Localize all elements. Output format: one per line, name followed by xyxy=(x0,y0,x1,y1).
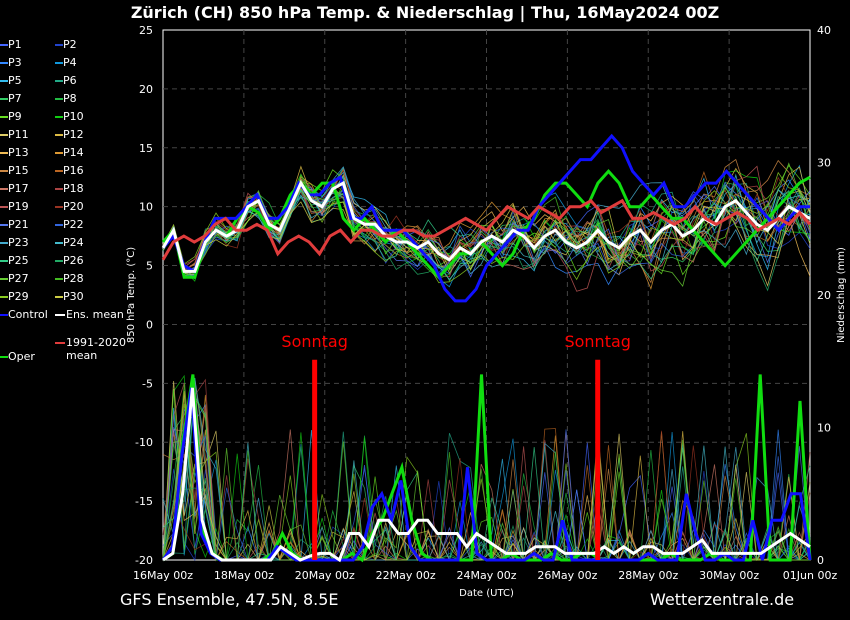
temp-ens-mean xyxy=(161,179,811,273)
x-tick-label: 01Jun 00z xyxy=(783,569,838,582)
precip-ens-mean xyxy=(162,387,811,563)
legend-label: P19 xyxy=(8,200,29,213)
footer-site: Wetterzentrale.de xyxy=(650,590,795,609)
y-tick-label: -15 xyxy=(135,495,153,508)
legend-label: P21 xyxy=(8,218,29,231)
y-tick-label: -10 xyxy=(135,436,153,449)
x-axis-label: Date (UTC) xyxy=(459,588,514,599)
footer-source: GFS Ensemble, 47.5N, 8.5E xyxy=(120,590,339,609)
member-temp-line xyxy=(162,171,811,284)
legend-label: P4 xyxy=(63,56,77,69)
y-tick-label: 10 xyxy=(139,201,153,214)
legend-label: P17 xyxy=(8,182,29,195)
y2-tick-label: 0 xyxy=(817,554,824,567)
legend-label: P14 xyxy=(63,146,84,159)
legend-label: P9 xyxy=(8,110,22,123)
legend-label: P7 xyxy=(8,92,22,105)
y-tick-label: -20 xyxy=(135,554,153,567)
y2-tick-label: 40 xyxy=(817,24,831,37)
x-tick-label: 30May 00z xyxy=(699,569,759,582)
x-tick-label: 28May 00z xyxy=(618,569,678,582)
x-tick-label: 16May 00z xyxy=(133,569,193,582)
legend-label: P11 xyxy=(8,128,29,141)
x-tick-label: 22May 00z xyxy=(376,569,436,582)
legend-label: P6 xyxy=(63,74,77,87)
y2-tick-label: 30 xyxy=(817,157,831,170)
y-tick-label: 20 xyxy=(139,83,153,96)
legend-label: P15 xyxy=(8,164,29,177)
member-temp-line xyxy=(162,173,811,281)
legend-label: Control xyxy=(8,308,48,321)
y-tick-label: 15 xyxy=(139,142,153,155)
legend-label: P30 xyxy=(63,290,84,303)
legend-label: Oper xyxy=(8,350,35,363)
y2-tick-label: 20 xyxy=(817,289,831,302)
y-tick-label: 0 xyxy=(146,318,153,331)
y-tick-label: 5 xyxy=(146,260,153,273)
chart-title: Zürich (CH) 850 hPa Temp. & Niederschlag… xyxy=(130,3,720,22)
legend-label: P25 xyxy=(8,254,29,267)
x-tick-label: 26May 00z xyxy=(537,569,597,582)
legend-label: P5 xyxy=(8,74,22,87)
y-tick-label: -5 xyxy=(142,377,153,390)
precip-control xyxy=(161,387,812,562)
legend-label: P28 xyxy=(63,272,84,285)
legend: P1 P2 P3 P4 P5 P6 P7 P8 P9 P10 P11 P12 P13 P14 P15 P16 P… xyxy=(0,38,126,363)
legend-label: P2 xyxy=(63,38,77,51)
legend-label: Ens. mean xyxy=(66,308,124,321)
member-temp-line xyxy=(162,165,811,292)
temp-oper xyxy=(161,169,811,280)
member-temp-line xyxy=(162,165,811,271)
annotations: Sonntag Sonntag xyxy=(281,332,631,560)
y2-tick-label: 10 xyxy=(817,422,831,435)
legend-label: P1 xyxy=(8,38,22,51)
legend-label: P18 xyxy=(63,182,84,195)
legend-label: P16 xyxy=(63,164,84,177)
x-tick-label: 24May 00z xyxy=(456,569,516,582)
y-axis-label: 850 hPa Temp. (°C) xyxy=(126,247,137,343)
y-tick-label: 25 xyxy=(139,24,153,37)
main-series xyxy=(161,133,812,563)
legend-label: P22 xyxy=(63,218,84,231)
temp-control xyxy=(161,133,810,303)
temp-1991-2020-mean xyxy=(161,198,812,261)
sunday-label: Sonntag xyxy=(564,332,630,351)
sunday-label: Sonntag xyxy=(281,332,347,351)
legend-label: P20 xyxy=(63,200,84,213)
legend-label: P24 xyxy=(63,236,84,249)
x-tick-label: 18May 00z xyxy=(214,569,274,582)
legend-label: mean xyxy=(66,349,97,362)
legend-label: P23 xyxy=(8,236,29,249)
legend-label: P8 xyxy=(63,92,77,105)
legend-label: P10 xyxy=(63,110,84,123)
legend-label: P3 xyxy=(8,56,22,69)
legend-label: P26 xyxy=(63,254,84,267)
legend-label: 1991-2020 xyxy=(66,336,126,349)
legend-label: P29 xyxy=(8,290,29,303)
y2-axis-label: Niederschlag (mm) xyxy=(836,247,847,343)
legend-label: P27 xyxy=(8,272,29,285)
legend-label: P12 xyxy=(63,128,84,141)
legend-label: P13 xyxy=(8,146,29,159)
x-tick-label: 20May 00z xyxy=(295,569,355,582)
axes: -20 -15 -10 -5 0 5 10 15 20 25 16May 00z 18May 00z 2… xyxy=(126,24,847,599)
